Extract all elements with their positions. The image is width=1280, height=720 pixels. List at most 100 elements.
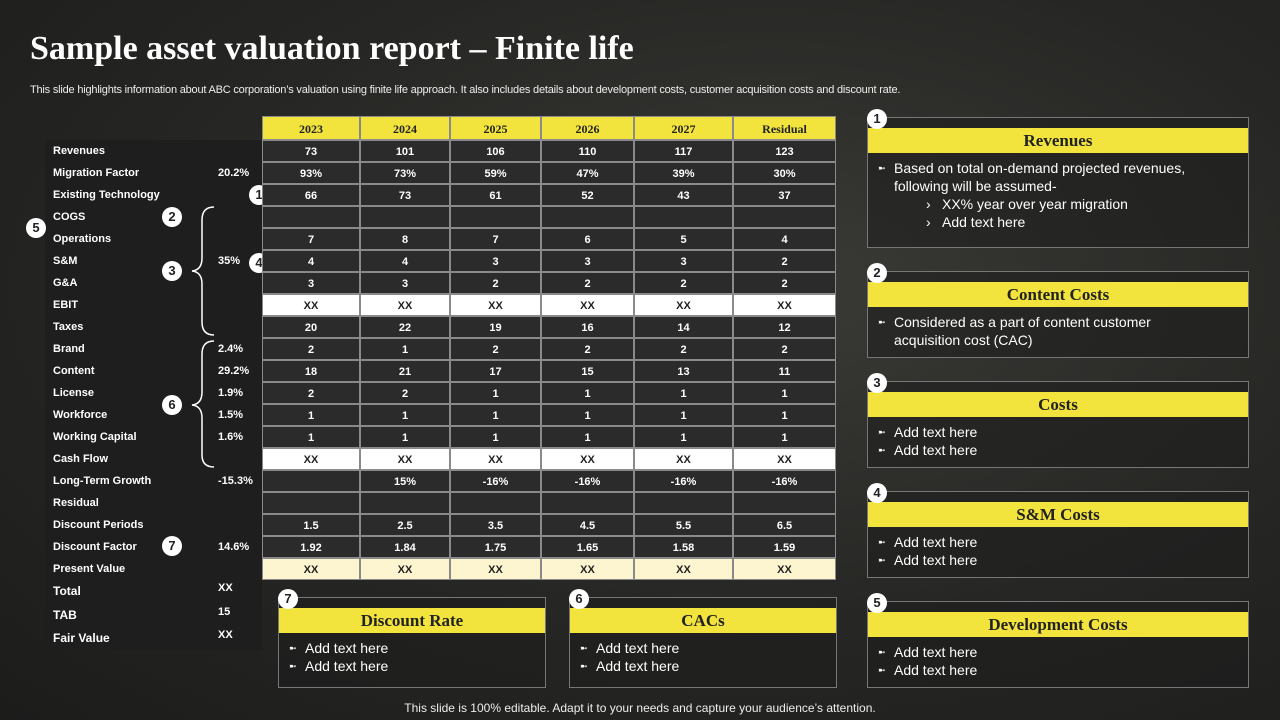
cell: 1 <box>634 404 733 426</box>
cell: 22 <box>360 316 450 338</box>
cell: 1 <box>634 382 733 404</box>
cell <box>262 206 360 228</box>
cell: 39% <box>634 162 733 184</box>
cell: XX <box>634 558 733 580</box>
cell: 2 <box>733 250 836 272</box>
cell: 15 <box>541 360 634 382</box>
cell: 1 <box>733 404 836 426</box>
row-label: Existing Technology <box>53 189 160 201</box>
cell: 2 <box>541 272 634 294</box>
badge: 1 <box>867 109 887 129</box>
cell: 16 <box>541 316 634 338</box>
cell <box>360 206 450 228</box>
bullet: Based on total on-demand projected reven… <box>868 159 1248 195</box>
bullet: Add text here <box>868 423 1248 441</box>
row-rate: 20.2% <box>218 167 250 179</box>
cell <box>450 206 541 228</box>
cell: 1 <box>360 338 450 360</box>
cell: XX <box>360 294 450 316</box>
row-label: License <box>53 387 94 399</box>
row-label: Present Value <box>53 563 126 575</box>
card-body: Add text hereAdd text here <box>868 417 1248 459</box>
cell: 2 <box>450 338 541 360</box>
badge: 3 <box>162 261 182 281</box>
cell: 37 <box>733 184 836 206</box>
cell <box>262 470 360 492</box>
cell <box>634 206 733 228</box>
cell: 7 <box>450 228 541 250</box>
cell: XX <box>634 448 733 470</box>
cell: XX <box>541 294 634 316</box>
card: Revenues Based on total on-demand project… <box>867 117 1249 248</box>
cell: 1.92 <box>262 536 360 558</box>
row-label: Discount Periods <box>53 519 144 531</box>
cell: 2 <box>733 338 836 360</box>
total-label: Total <box>53 584 81 598</box>
cell: 1 <box>733 382 836 404</box>
cell: 3 <box>360 272 450 294</box>
cell: 73 <box>360 184 450 206</box>
card: CACs Add text hereAdd text here <box>569 597 837 688</box>
card-title: Discount Rate <box>279 608 545 633</box>
bullet: Considered as a part of content customer… <box>868 313 1248 349</box>
cell: 2 <box>262 382 360 404</box>
row-label: Long-Term Growth <box>53 475 152 487</box>
cell: 1.58 <box>634 536 733 558</box>
bullet: Add text here <box>279 639 545 657</box>
row-rate: 2.4% <box>218 343 244 355</box>
cell: XX <box>360 448 450 470</box>
card-title: CACs <box>570 608 836 633</box>
brace <box>191 340 215 468</box>
cell: 30% <box>733 162 836 184</box>
cell <box>541 492 634 514</box>
cell: 1 <box>541 382 634 404</box>
cell: 4 <box>733 228 836 250</box>
row-label: Residual <box>53 497 99 509</box>
card-body: Add text hereAdd text here <box>279 633 545 675</box>
total-value: XX <box>218 629 233 641</box>
cell: 61 <box>450 184 541 206</box>
cell: -16% <box>733 470 836 492</box>
cell: 5.5 <box>634 514 733 536</box>
card-title: Content Costs <box>868 282 1248 307</box>
cell: 6 <box>541 228 634 250</box>
bullet: Add text here <box>570 657 836 675</box>
cell <box>733 206 836 228</box>
cell: 101 <box>360 140 450 162</box>
row-rate: 14.6% <box>218 541 250 553</box>
cell: 15% <box>360 470 450 492</box>
title: Sample asset valuation report – Finite l… <box>30 30 634 67</box>
cell: -16% <box>541 470 634 492</box>
card-title: S&M Costs <box>868 502 1248 527</box>
cell: 2 <box>450 272 541 294</box>
cell: 1 <box>262 404 360 426</box>
row-rate: 29.2% <box>218 365 250 377</box>
cell: 2 <box>733 272 836 294</box>
cell: 1 <box>541 404 634 426</box>
cell: 1 <box>634 426 733 448</box>
cell <box>733 492 836 514</box>
row-label: EBIT <box>53 299 79 311</box>
cell: 2 <box>262 338 360 360</box>
cell: 1 <box>541 426 634 448</box>
row-rate: -15.3% <box>218 475 253 487</box>
bullet: Add text here <box>570 639 836 657</box>
subtitle: This slide highlights information about … <box>30 84 901 96</box>
label-column <box>45 140 262 650</box>
cell: 3 <box>634 250 733 272</box>
cell: 1 <box>450 404 541 426</box>
cell: XX <box>541 558 634 580</box>
total-value: XX <box>218 582 233 594</box>
cell: 73 <box>262 140 360 162</box>
cell: 3 <box>262 272 360 294</box>
cell: 1 <box>262 426 360 448</box>
cell: 93% <box>262 162 360 184</box>
cell: 47% <box>541 162 634 184</box>
cell: 106 <box>450 140 541 162</box>
cell: 110 <box>541 140 634 162</box>
cell: XX <box>450 294 541 316</box>
cell: 117 <box>634 140 733 162</box>
row-label: Brand <box>53 343 85 355</box>
bullet: Add text here <box>868 533 1248 551</box>
